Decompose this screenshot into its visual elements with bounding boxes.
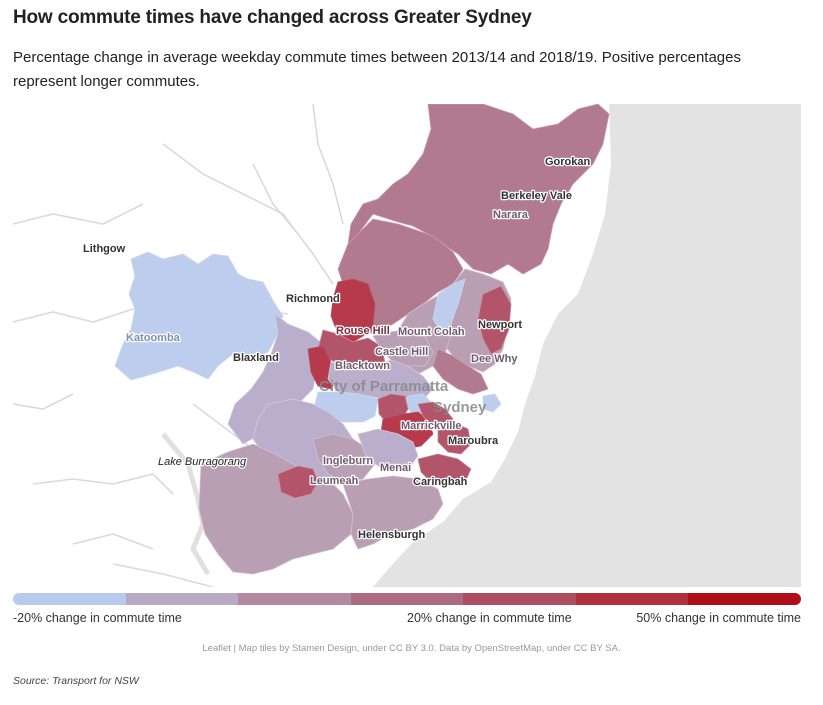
label-rouse-hill: Rouse Hill <box>336 325 390 337</box>
legend-label-high: 50% change in commute time <box>636 611 801 625</box>
label-blacktown: Blacktown <box>335 360 390 372</box>
region-menai[interactable] <box>357 428 419 473</box>
region-caringbah[interactable] <box>417 453 472 487</box>
label-sydney: Sydney <box>433 399 487 416</box>
chart-subtitle: Percentage change in average weekday com… <box>13 49 741 90</box>
label-castle-hill: Castle Hill <box>375 346 428 358</box>
label-berkeley-vale: Berkeley Vale <box>501 190 572 202</box>
legend-swatch <box>688 593 801 605</box>
label-caringbah: Caringbah <box>413 476 468 488</box>
label-richmond: Richmond <box>286 293 340 305</box>
label-maroubra: Maroubra <box>448 435 499 447</box>
region-maroubra[interactable] <box>437 421 472 455</box>
label-lithgow: Lithgow <box>83 243 126 255</box>
label-ingleburn: Ingleburn <box>323 455 373 467</box>
legend-swatch <box>576 593 688 605</box>
label-narara: Narara <box>493 209 529 221</box>
region-richmond-rouse-hill[interactable] <box>330 278 376 343</box>
label-newport: Newport <box>478 319 522 331</box>
label-menai: Menai <box>380 462 411 474</box>
chart-title: How commute times have changed across Gr… <box>13 7 532 28</box>
map-attribution[interactable]: Leaflet | Map tiles by Stamen Design, un… <box>202 643 621 654</box>
label-helensburgh: Helensburgh <box>358 529 426 541</box>
legend-label-low: -20% change in commute time <box>13 611 182 625</box>
region-ingleburn[interactable] <box>312 433 376 483</box>
legend-swatch <box>463 593 576 605</box>
label-blaxland: Blaxland <box>233 352 279 364</box>
label-gorokan: Gorokan <box>545 156 591 168</box>
region-dee-why-area[interactable] <box>432 348 489 395</box>
region-newport[interactable] <box>477 285 512 355</box>
legend-swatch <box>238 593 351 605</box>
legend-swatch <box>351 593 463 605</box>
label-dee-why: Dee Why <box>471 353 518 365</box>
region-blue-airport[interactable] <box>482 393 502 413</box>
region-light-north[interactable] <box>432 278 466 333</box>
region-central-coast[interactable] <box>347 104 610 275</box>
map-container[interactable]: Lithgow Katoomba Blaxland Richmond Rouse… <box>13 104 801 587</box>
label-marrickville: Marrickville <box>401 420 462 432</box>
place-labels: Lithgow Katoomba Blaxland Richmond Rouse… <box>82 155 592 543</box>
label-lake-burragorang: Lake Burragorang <box>158 456 247 468</box>
source-note: Source: Transport for NSW <box>13 675 139 687</box>
region-helensburgh[interactable] <box>342 475 444 550</box>
legend-swatch <box>126 593 238 605</box>
label-katoomba: Katoomba <box>126 332 181 344</box>
label-leumeah: Leumeah <box>310 475 359 487</box>
label-mount-colah: Mount Colah <box>398 326 465 338</box>
ocean <box>373 104 801 587</box>
legend-color-scale <box>13 593 801 605</box>
region-leumeah[interactable] <box>277 465 319 499</box>
choropleth-map[interactable]: Lithgow Katoomba Blaxland Richmond Rouse… <box>13 104 801 587</box>
region-castle-hill[interactable] <box>372 328 434 367</box>
legend-labels: -20% change in commute time 20% change i… <box>13 611 801 629</box>
label-city-of-parramatta: City of Parramatta <box>319 378 449 395</box>
legend-label-mid: 20% change in commute time <box>407 611 572 625</box>
region-blue-mountains[interactable] <box>114 251 284 381</box>
legend-swatch <box>13 593 126 605</box>
